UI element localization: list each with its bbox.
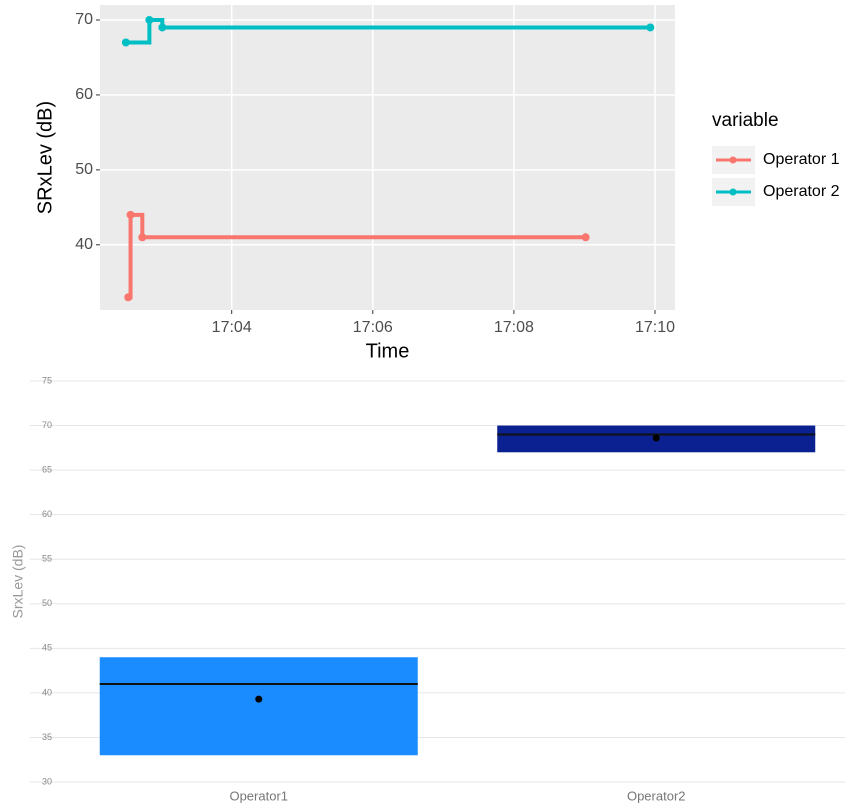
x-tick-label: Operator2 <box>627 788 686 803</box>
point <box>581 233 590 242</box>
y-axis-title: SrxLev (dB) <box>10 545 26 619</box>
x-tick-label: Operator1 <box>229 788 288 803</box>
y-tick-label: 60 <box>42 509 52 519</box>
legend-label: Operator 2 <box>763 183 840 200</box>
y-tick-label: 50 <box>42 598 52 608</box>
y-tick-label: 40 <box>75 236 93 253</box>
point <box>158 23 167 32</box>
mean-dot <box>652 434 660 442</box>
y-tick-label: 50 <box>75 161 93 178</box>
y-tick-label: 70 <box>75 11 93 28</box>
plot-panel <box>100 5 675 310</box>
legend-key-dot <box>729 188 737 196</box>
y-tick-label: 75 <box>42 375 52 385</box>
x-tick-label: 17:10 <box>635 319 675 336</box>
mean-dot <box>255 695 263 703</box>
legend-title: variable <box>712 110 779 131</box>
point <box>121 38 130 47</box>
x-tick-label: 17:04 <box>212 319 252 336</box>
y-tick-label: 40 <box>42 687 52 697</box>
point <box>124 293 133 302</box>
point <box>145 15 154 24</box>
y-tick-label: 45 <box>42 643 52 653</box>
y-tick-label: 30 <box>42 776 52 786</box>
point <box>646 23 655 32</box>
legend-key-dot <box>729 156 737 164</box>
box <box>99 657 418 756</box>
y-tick-label: 65 <box>42 464 52 474</box>
legend-label: Operator 1 <box>763 151 840 168</box>
y-tick-label: 70 <box>42 420 52 430</box>
y-tick-label: 55 <box>42 554 52 564</box>
x-axis-title: Time <box>366 340 410 362</box>
point <box>126 210 135 219</box>
y-axis-title: SRxLev (dB) <box>34 101 56 214</box>
step-segment <box>128 214 133 300</box>
step-segment <box>125 19 152 45</box>
point <box>138 233 147 242</box>
y-tick-label: 35 <box>42 732 52 742</box>
x-tick-label: 17:08 <box>494 319 534 336</box>
x-tick-label: 17:06 <box>353 319 393 336</box>
y-tick-label: 60 <box>75 86 93 103</box>
